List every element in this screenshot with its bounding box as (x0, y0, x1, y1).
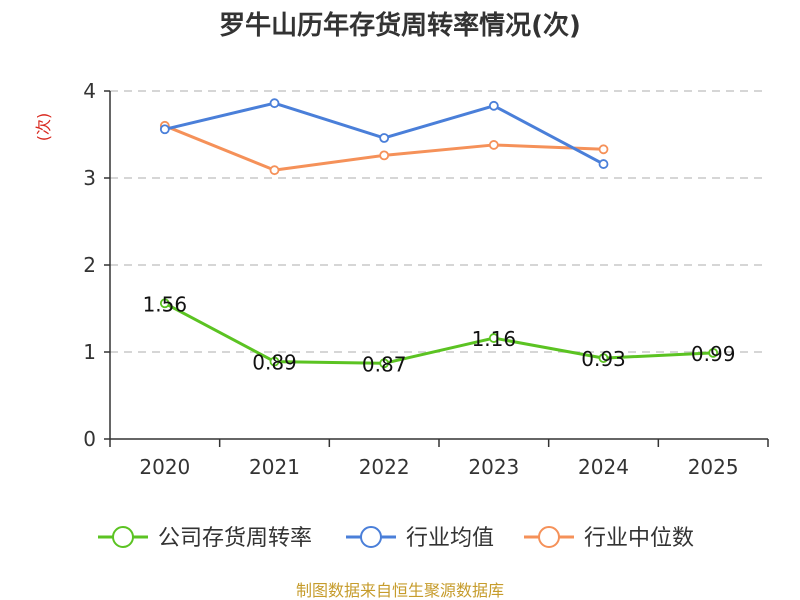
data-point (269, 356, 280, 367)
x-tick-label: 2023 (468, 455, 519, 479)
data-point (269, 165, 280, 176)
x-tick-labels: 2020 2021 2022 2023 2024 2025 (139, 455, 738, 479)
data-point (708, 347, 719, 358)
axes (104, 90, 769, 447)
x-tick-label: 2024 (578, 455, 629, 479)
data-point (488, 140, 499, 150)
legend-label: 行业均值 (406, 526, 494, 551)
y-axis-label: (次) (34, 113, 53, 142)
y-tick-label: 0 (83, 427, 96, 451)
y-tick-label: 1 (83, 340, 96, 364)
data-label: 0.99 (691, 342, 736, 366)
x-tick-label: 2020 (139, 455, 190, 479)
series-line-0 (164, 301, 714, 365)
legend-swatch-marker (112, 526, 134, 548)
legend-swatch-marker (538, 526, 560, 548)
data-labels: 1.56 0.89 0.87 1.16 0.93 0.99 (143, 292, 736, 376)
data-label: 1.16 (472, 327, 517, 351)
y-tick-label: 4 (83, 79, 96, 103)
series-line-2 (164, 124, 604, 172)
source-note: 制图数据来自恒生聚源数据库 (296, 581, 504, 600)
data-point (159, 298, 170, 309)
data-label: 0.89 (252, 351, 297, 375)
data-point (598, 144, 609, 155)
data-point (488, 333, 499, 343)
data-point (598, 353, 609, 363)
y-tick-label: 2 (83, 253, 96, 277)
data-point (379, 358, 390, 369)
legend-label: 行业中位数 (584, 526, 694, 551)
y-tick-labels: 0 1 2 3 4 (83, 79, 96, 451)
x-tick-label: 2025 (688, 455, 739, 479)
data-label: 0.87 (362, 352, 407, 376)
grid-lines (110, 90, 768, 353)
legend: 公司存货周转率 行业均值 行业中位数 (98, 526, 694, 551)
chart-title: 罗牛山历年存货周转率情况(次) (219, 10, 581, 41)
data-label: 0.93 (581, 347, 626, 371)
data-label: 1.56 (143, 292, 188, 316)
y-tick-label: 3 (83, 166, 96, 190)
data-point (159, 124, 170, 135)
x-tick-label: 2021 (249, 455, 300, 479)
legend-label: 公司存货周转率 (158, 526, 312, 551)
data-point (379, 133, 390, 143)
data-point (488, 100, 499, 111)
data-point (598, 159, 609, 169)
series-group (159, 98, 719, 369)
data-point (269, 98, 280, 109)
x-tick-label: 2022 (359, 455, 410, 479)
data-point (379, 150, 390, 161)
legend-swatch-marker (360, 526, 382, 548)
